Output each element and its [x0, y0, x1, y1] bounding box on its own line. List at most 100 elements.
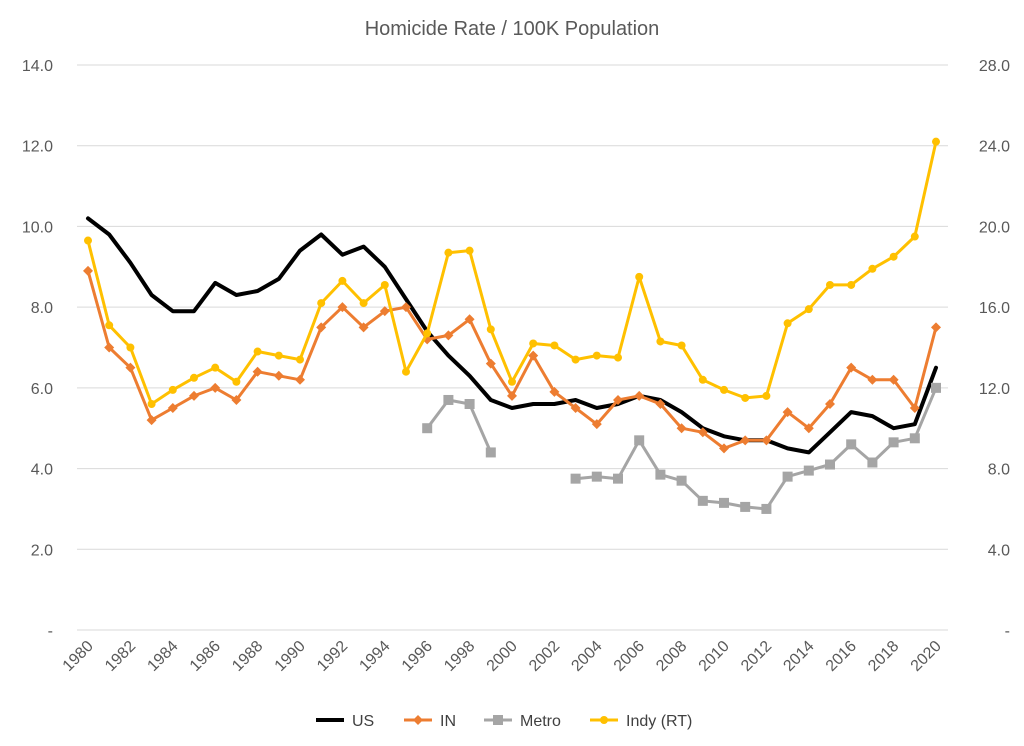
data-point [656, 337, 665, 346]
data-point [677, 341, 686, 350]
data-point [273, 370, 284, 381]
data-point [698, 375, 707, 384]
series-line [86, 216, 938, 455]
data-point [316, 322, 327, 333]
data-point [868, 264, 877, 273]
data-point [740, 501, 751, 512]
data-point [485, 358, 496, 369]
data-point [635, 272, 644, 281]
data-point [252, 366, 263, 377]
y-axis-tick-label: 12.0 [22, 139, 53, 156]
data-point [825, 399, 835, 409]
data-point [211, 363, 220, 372]
data-point [825, 459, 835, 470]
data-point [168, 385, 177, 394]
data-point [358, 322, 369, 333]
data-point [402, 367, 410, 376]
data-point [655, 469, 666, 480]
data-point [338, 276, 347, 285]
y-axis-tick-label: 6.0 [31, 381, 53, 398]
y2-axis-tick-label: - [1005, 623, 1010, 640]
data-point [782, 407, 793, 418]
data-point [379, 306, 390, 317]
series-indy-rt [84, 137, 940, 408]
data-point [888, 374, 899, 385]
data-point [591, 419, 602, 430]
data-point [83, 265, 93, 276]
data-point [443, 394, 454, 405]
gridlines [77, 64, 948, 631]
data-point [296, 355, 304, 364]
data-point [676, 423, 687, 434]
data-point [614, 353, 622, 362]
data-point [550, 341, 559, 350]
data-point [826, 280, 834, 289]
data-point [464, 399, 475, 409]
data-point [571, 355, 580, 364]
data-point [146, 415, 157, 426]
data-point [676, 475, 687, 486]
data-point [931, 322, 941, 333]
data-point [486, 325, 495, 334]
data-point [720, 385, 728, 394]
legend-label: Indy (RT) [626, 713, 692, 730]
data-point [444, 248, 453, 257]
series-lines [83, 137, 941, 514]
data-point [909, 433, 920, 444]
data-point [232, 377, 241, 386]
data-point [613, 394, 623, 405]
legend-label: Metro [520, 713, 561, 730]
data-point [719, 497, 729, 508]
data-point [422, 423, 433, 434]
data-point [253, 347, 262, 356]
data-point [867, 457, 878, 468]
data-point [570, 473, 581, 484]
y2-axis-tick-label: 12.0 [979, 381, 1010, 398]
data-point [443, 330, 454, 341]
data-point [274, 351, 283, 360]
y-axis-tick-label: 8.0 [31, 300, 53, 317]
legend-label: IN [440, 713, 456, 730]
series-line [425, 398, 493, 454]
legend-item: Indy (RT) [590, 713, 692, 730]
data-point [317, 299, 326, 308]
data-point [634, 390, 645, 401]
data-point [847, 280, 856, 289]
y2-axis-tick-label: 4.0 [988, 542, 1010, 559]
data-point [465, 246, 474, 255]
data-point [655, 399, 666, 409]
data-point [592, 351, 601, 360]
data-point [190, 373, 198, 382]
data-point [231, 394, 242, 405]
data-point [909, 403, 920, 414]
data-point [464, 314, 475, 325]
data-point [380, 280, 389, 289]
data-point [125, 362, 136, 373]
y2-axis-tick-label: 8.0 [988, 462, 1010, 479]
data-point [803, 465, 814, 476]
data-point [719, 443, 729, 454]
data-point [931, 382, 941, 393]
data-point [549, 386, 560, 397]
data-point [613, 473, 623, 484]
data-point [867, 374, 878, 385]
legend-item: US [316, 713, 374, 730]
data-point [528, 350, 539, 361]
legend: US IN Metro Indy (RT) [316, 713, 692, 730]
data-point [762, 391, 771, 400]
y2-axis-tick-label: 20.0 [979, 219, 1010, 236]
data-point [508, 377, 516, 386]
series-us [86, 216, 938, 455]
y2-axis-tick-label: 28.0 [979, 58, 1010, 75]
data-point [359, 299, 368, 308]
data-point [485, 447, 496, 458]
data-point [529, 339, 538, 348]
y-axis-tick-label: 2.0 [31, 542, 53, 559]
data-point [741, 393, 750, 402]
data-point [423, 329, 432, 338]
data-point [210, 382, 221, 393]
data-point [783, 319, 792, 328]
data-point [105, 321, 114, 330]
